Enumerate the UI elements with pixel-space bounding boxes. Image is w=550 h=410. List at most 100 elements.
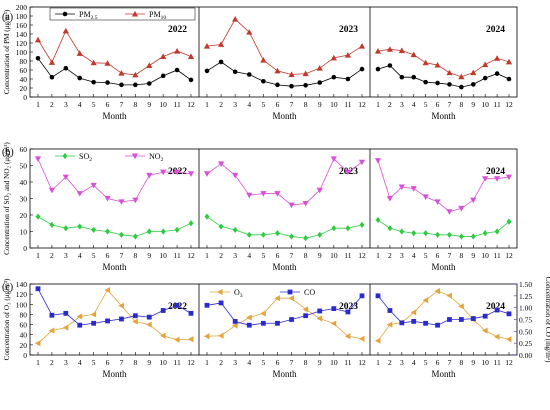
data-point-pm10: [398, 47, 405, 54]
x-tick-label: 7: [448, 100, 452, 109]
data-point-o3: [260, 310, 266, 317]
x-tick-label: 10: [481, 251, 489, 260]
data-point-o3: [146, 321, 152, 328]
data-point-pm25: [35, 56, 41, 61]
data-point-no2: [398, 184, 405, 191]
x-tick-label: 5: [261, 358, 265, 367]
y-tick-label: 0: [23, 244, 27, 253]
y-right-tick-label: 0.75: [519, 316, 532, 325]
x-tick-label: 1: [205, 100, 209, 109]
data-point-o3: [330, 320, 337, 327]
x-axis-label: Month: [431, 369, 456, 379]
data-point-o3: [34, 340, 41, 347]
x-tick-label: 6: [276, 251, 280, 260]
x-axis-label: Month: [272, 111, 297, 121]
x-tick-label: 6: [106, 251, 110, 260]
data-point-o3: [505, 336, 512, 343]
x-tick-label: 4: [412, 100, 416, 109]
data-point-co: [63, 310, 69, 316]
data-point-no2: [118, 199, 125, 205]
x-tick-label: 12: [187, 358, 195, 367]
data-point-so2: [188, 220, 194, 227]
data-point-pm25: [49, 74, 55, 80]
data-point-o3: [446, 292, 452, 299]
x-tick-label: 11: [493, 100, 500, 109]
x-tick-label: 8: [304, 251, 308, 260]
data-point-co: [105, 318, 110, 324]
x-tick-label: 3: [64, 100, 68, 109]
panel-b: (b) 0 10 20 30 40 50 60 Concentration of SO₂ and…: [2, 142, 518, 272]
x-tick-label: 3: [233, 100, 237, 109]
year-label: 2024: [486, 25, 505, 35]
data-point-o3: [302, 306, 309, 313]
data-point-pm10: [232, 16, 239, 22]
data-point-co: [188, 310, 194, 316]
legend-marker: [131, 10, 139, 17]
data-point-so2: [91, 226, 97, 233]
data-point-co: [506, 311, 512, 317]
data-point-pm25: [435, 80, 440, 86]
data-point-pm25: [188, 77, 194, 83]
y-tick-label: 200: [16, 3, 28, 12]
data-point-co: [447, 317, 452, 322]
data-point-so2: [482, 230, 488, 237]
x-tick-label: 12: [358, 100, 366, 109]
data-point-pm10: [493, 55, 501, 61]
x-tick-label: 1: [205, 251, 209, 260]
data-point-pm10: [90, 59, 97, 66]
legend-label: NO2: [149, 152, 164, 163]
series-line-so2: [377, 219, 510, 237]
x-tick-label: 6: [276, 358, 280, 367]
data-point-no2: [374, 158, 382, 164]
x-tick-label: 12: [187, 100, 195, 109]
x-tick-label: 3: [400, 358, 404, 367]
data-point-so2: [246, 231, 252, 238]
y-tick-label: 120: [16, 290, 28, 299]
x-tick-label: 6: [436, 100, 440, 109]
data-point-so2: [204, 213, 210, 220]
data-point-co: [331, 306, 337, 312]
data-point-so2: [63, 225, 69, 232]
x-tick-label: 5: [424, 100, 428, 109]
data-point-o3: [173, 336, 180, 343]
data-point-o3: [203, 333, 210, 340]
y-right-axis-label: Concentration of CO (mg/m³): [544, 277, 550, 363]
x-axis-label: Month: [102, 111, 127, 121]
data-point-o3: [104, 286, 111, 294]
data-point-pm25: [482, 75, 488, 81]
x-tick-label: 2: [219, 251, 223, 260]
data-point-no2: [34, 156, 42, 162]
data-point-pm25: [218, 59, 224, 65]
legend-marker: [62, 152, 68, 160]
y-tick-label: 60: [20, 145, 28, 154]
data-point-pm10: [482, 61, 489, 68]
data-point-pm10: [344, 52, 352, 58]
data-point-pm25: [494, 71, 500, 76]
data-point-no2: [458, 205, 465, 212]
data-point-o3: [374, 337, 381, 344]
data-point-co: [435, 322, 440, 328]
x-tick-label: 8: [459, 358, 463, 367]
data-point-no2: [217, 161, 225, 167]
data-point-co: [246, 322, 252, 328]
x-tick-label: 2: [50, 358, 54, 367]
data-point-pm10: [48, 59, 56, 65]
data-point-o3: [48, 327, 55, 334]
data-point-pm10: [302, 70, 309, 77]
x-tick-label: 7: [290, 251, 294, 260]
data-point-so2: [399, 228, 405, 235]
x-tick-label: 8: [133, 251, 137, 260]
x-tick-label: 10: [159, 251, 167, 260]
series-line-no2: [377, 160, 510, 213]
x-tick-label: 1: [36, 100, 40, 109]
data-point-pm25: [423, 79, 428, 85]
data-point-so2: [35, 213, 41, 220]
data-point-so2: [470, 233, 476, 240]
data-point-o3: [344, 333, 351, 340]
data-point-o3: [288, 295, 295, 302]
x-tick-label: 9: [471, 100, 475, 109]
data-point-o3: [274, 295, 280, 302]
x-tick-label: 3: [400, 251, 404, 260]
x-tick-label: 10: [481, 100, 489, 109]
data-point-pm10: [470, 69, 477, 76]
